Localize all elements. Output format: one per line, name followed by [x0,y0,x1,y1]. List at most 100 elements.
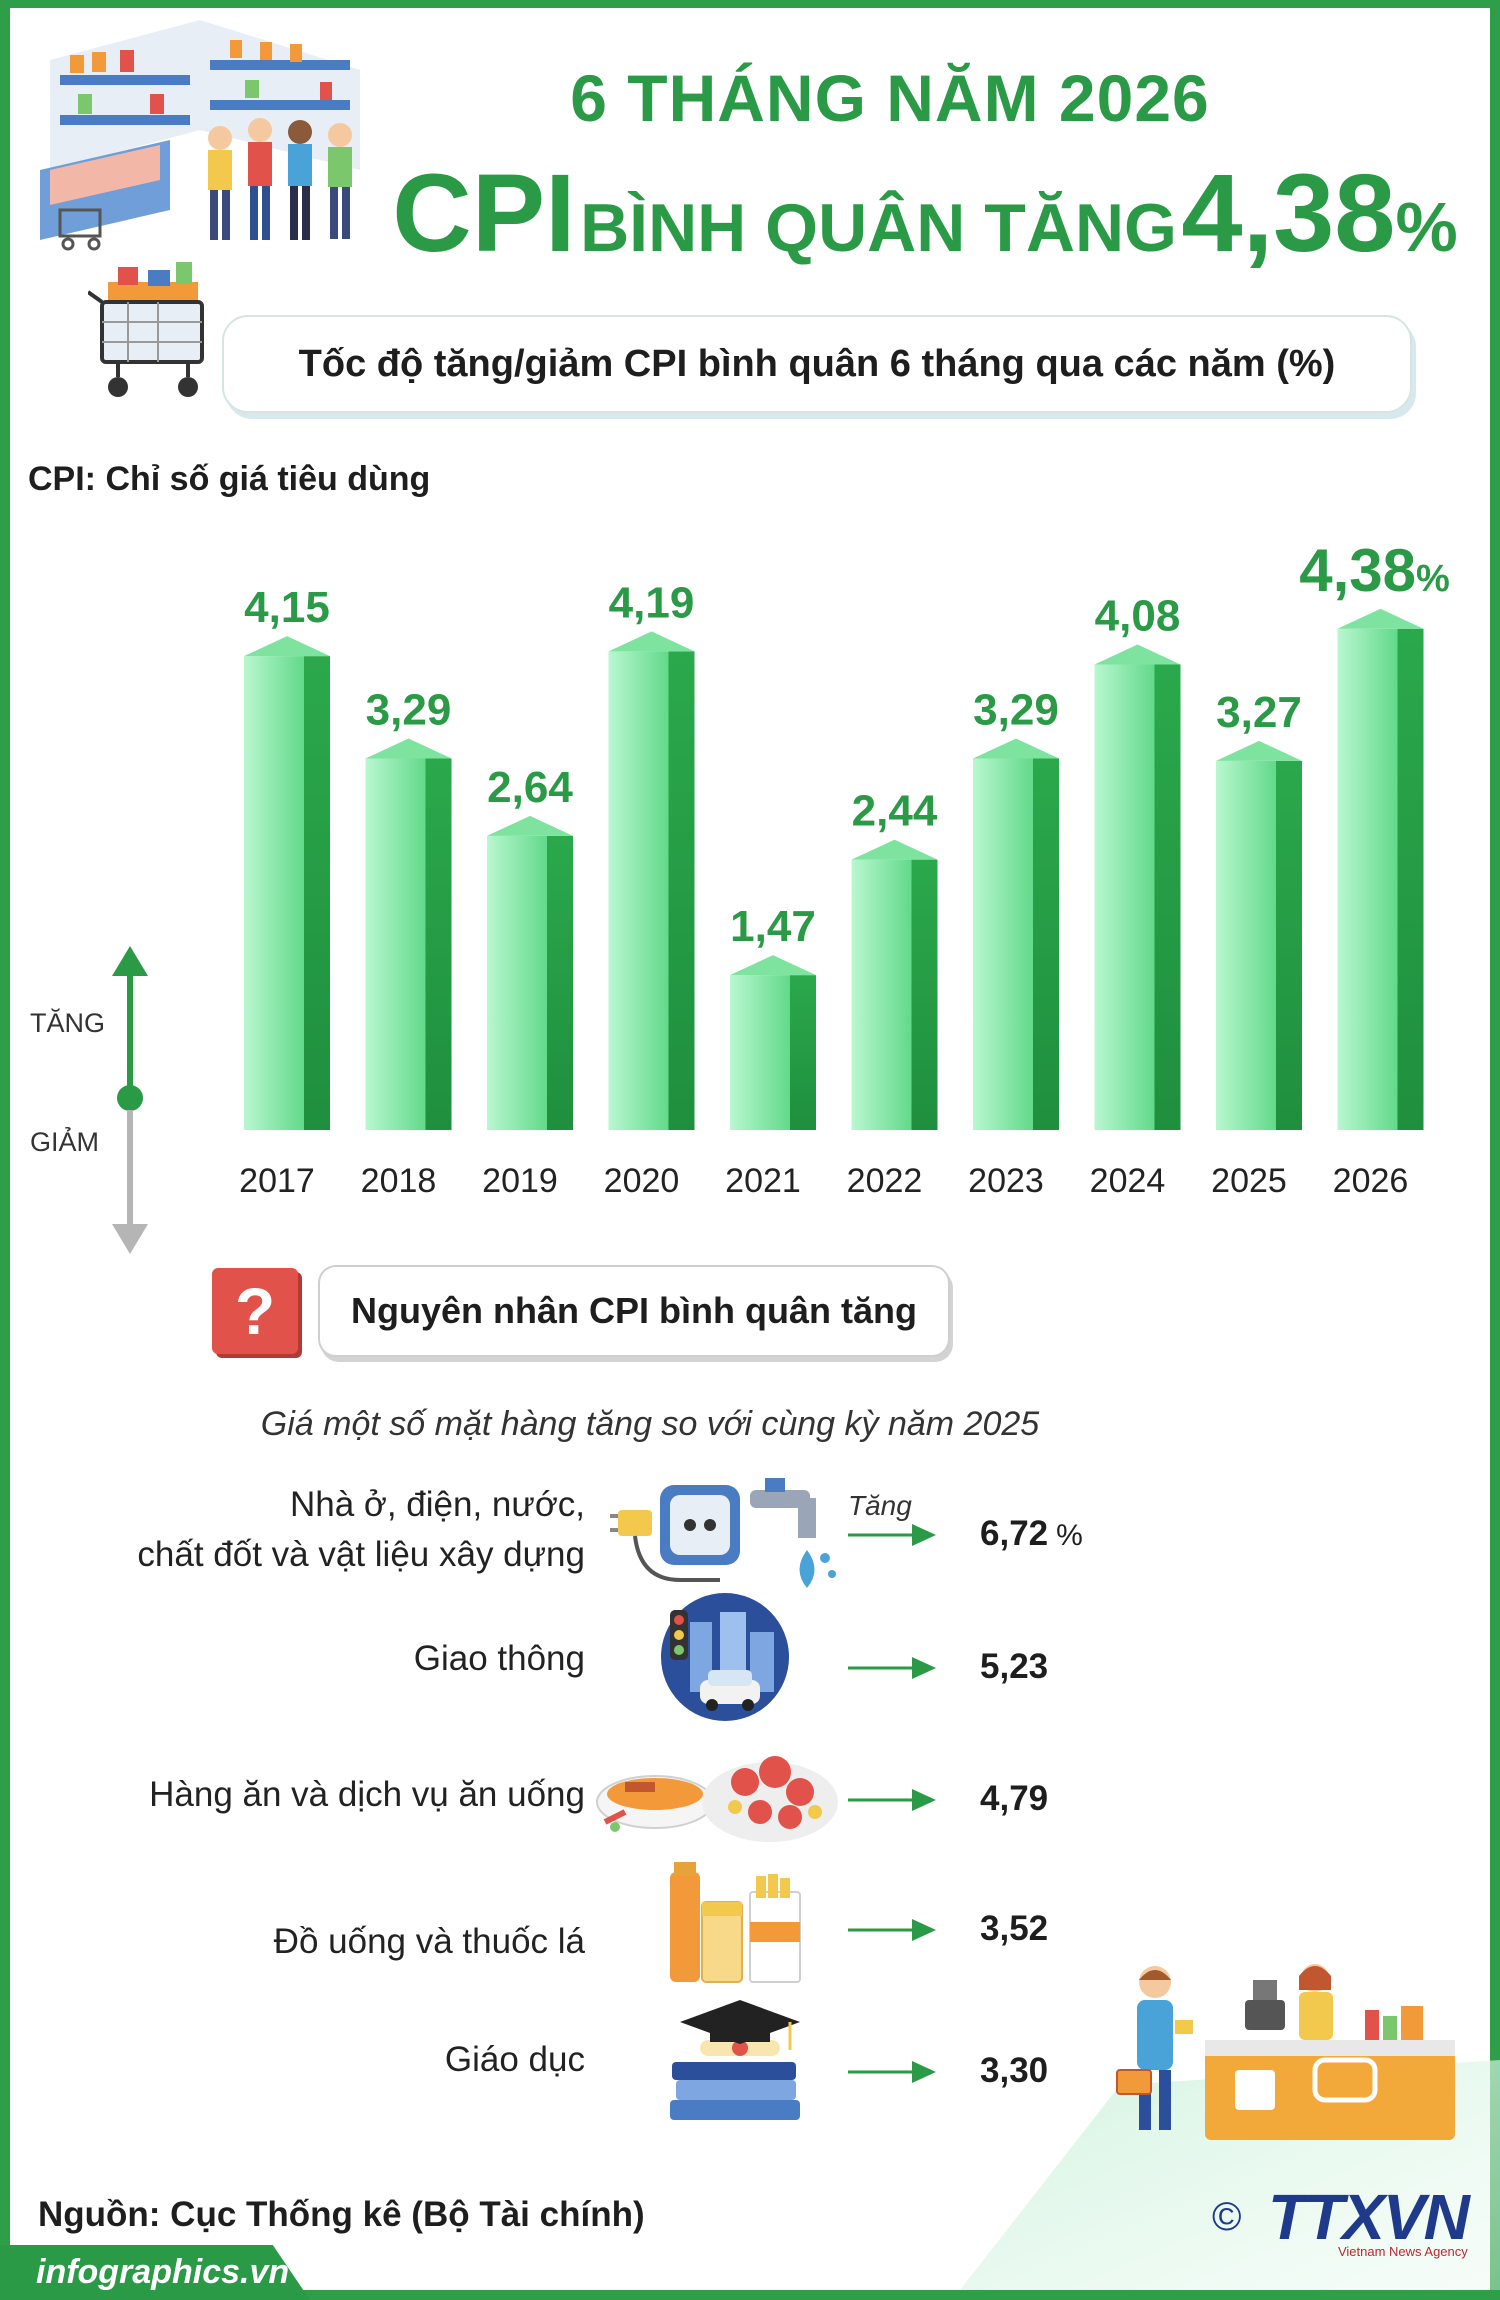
question-icon: ? [212,1268,298,1354]
bar-front [851,859,912,1130]
category-label: 2020 [604,1162,680,1200]
logo-subtitle: Vietnam News Agency [1337,2244,1468,2259]
bar-side [668,651,695,1130]
bar-2018 [365,738,452,1130]
chart-subtitle: Tốc độ tăng/giảm CPI bình quân 6 tháng q… [222,315,1412,413]
reason-item-label: Hàng ăn và dịch vụ ăn uống [149,1775,585,1814]
reason-item-label: Đồ uống và thuốc lá [273,1922,585,1961]
bar-top [1094,644,1181,665]
cashier-illustration [1116,1964,1455,2140]
bar-side [304,656,330,1130]
indicator-up-label: TĂNG [30,1008,106,1038]
bar-top [608,631,695,652]
category-label: 2021 [725,1162,801,1200]
reason-item-value: 6,72% [980,1514,1083,1553]
bar-front [365,758,426,1130]
shopping-cart-icon [88,262,204,397]
copyright-icon: © [1212,2195,1242,2239]
bar-value-label: 4,19 [609,578,695,627]
bar-value-label: 4,38% [1299,537,1450,604]
bar-value-label: 3,27 [1216,688,1302,737]
bar-top [244,636,330,657]
traffic-icon [661,1593,789,1721]
bar-value-suffix: % [1416,558,1450,600]
arrow-right-icon [848,2061,936,2083]
bar-top [973,738,1059,759]
bar-value-label: 4,15 [244,583,330,632]
bar-2020 [608,631,695,1130]
cpi-bar-chart: 4,15 2017 3,29 2018 2,64 2019 4,19 2020 1,47 2021… [239,537,1450,1200]
bar-value-label: 4,08 [1095,591,1181,640]
category-label: 2024 [1090,1162,1166,1200]
bar-2026 [1337,608,1424,1130]
bar-front [608,651,669,1130]
header-mid: BÌNH QUÂN TĂNG [580,190,1177,266]
bar-front [973,758,1033,1130]
bar-2017 [244,636,330,1130]
bar-side [1397,628,1424,1130]
reason-item-label: Giao thông [413,1639,585,1678]
increase-label: Tăng [848,1490,912,1521]
bar-side [1033,758,1059,1130]
reasons-subtitle: Giá một số mặt hàng tăng so với cùng kỳ … [260,1405,1040,1443]
header-period: 6 THÁNG NĂM 2026 [570,61,1210,135]
header-pct: % [1395,188,1458,266]
bar-front [244,656,304,1130]
supermarket-illustration [40,20,360,251]
bar-top [851,839,938,860]
bar-2024 [1094,644,1181,1130]
header-value: 4,38 [1181,152,1396,275]
bar-value-label: 2,64 [487,763,573,812]
arrow-right-icon [848,1789,936,1811]
bar-side [790,975,816,1130]
source-note: Nguồn: Cục Thống kê (Bộ Tài chính) [38,2195,645,2234]
bar-front [730,975,790,1130]
bar-front [1216,760,1276,1130]
reason-item-value: 5,23 [980,1647,1049,1686]
food-icon [596,1756,838,1842]
bar-2025 [1216,740,1302,1130]
bar-front [1094,664,1155,1130]
reason-item-label: Nhà ở, điện, nước, chất đốt và vật liệu … [137,1485,585,1574]
bar-top [1216,740,1302,761]
reason-item-value: 3,52 [980,1909,1049,1948]
header-cpi: CPI [392,152,576,275]
agency-logo: TTXVN Vietnam News Agency [1268,2180,1470,2259]
bar-front [487,835,547,1130]
header-headline: CPI BÌNH QUÂN TĂNG 4,38% [370,150,1480,277]
cpi-note: CPI: Chỉ số giá tiêu dùng [28,460,431,498]
reason-item-label: Giáo dục [444,2040,585,2079]
website-link[interactable]: infographics.vn [0,2245,310,2300]
house-utilities-icon [610,1478,836,1588]
drinks-tobacco-icon [670,1862,801,1983]
reason-item-value: 3,30 [980,2051,1049,2090]
bar-2021 [730,955,816,1130]
bar-side [1276,760,1302,1130]
bar-side [547,835,573,1130]
arrow-right-icon [848,1919,936,1941]
bar-value-label: 2,44 [852,787,938,836]
bar-top [1337,608,1424,629]
logo-text: TTXVN [1268,2181,1470,2253]
bar-top [365,738,452,759]
bar-side [425,758,452,1130]
reason-item-value: 4,79 [980,1779,1049,1818]
category-label: 2018 [361,1162,437,1200]
category-label: 2025 [1211,1162,1287,1200]
category-label: 2022 [847,1162,923,1200]
bar-value-label: 3,29 [366,685,452,734]
indicator-down-label: GIẢM [30,1127,100,1157]
bar-front [1337,628,1398,1130]
education-icon [670,2000,800,2120]
bar-value-label: 3,29 [973,685,1059,734]
bar-side [1154,664,1181,1130]
category-label: 2019 [482,1162,558,1200]
trend-indicator [112,946,148,1254]
arrow-right-icon [848,1657,936,1679]
reasons-title: Nguyên nhân CPI bình quân tăng [318,1265,950,1357]
category-label: 2023 [968,1162,1044,1200]
bar-2023 [973,738,1059,1130]
bar-side [911,859,938,1130]
bar-top [730,955,816,976]
